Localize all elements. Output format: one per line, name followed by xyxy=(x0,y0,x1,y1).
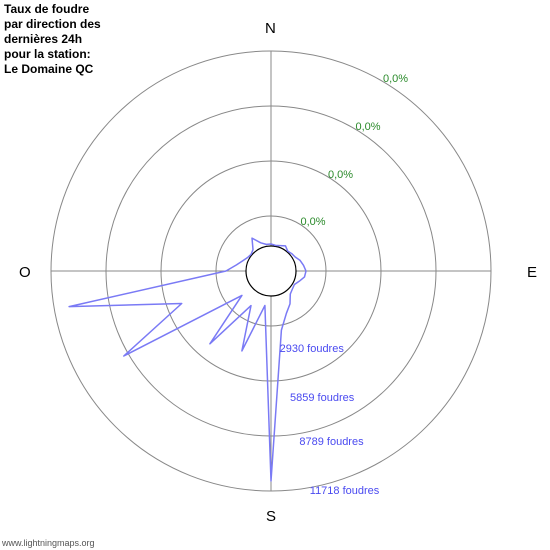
attribution: www.lightningmaps.org xyxy=(2,538,95,548)
chart-title: Taux de foudre par direction des dernièr… xyxy=(4,2,104,77)
pct-ring-label: 0,0% xyxy=(328,169,353,181)
polar-plot xyxy=(0,0,550,550)
pct-ring-label: 0,0% xyxy=(356,121,381,133)
count-ring-label: 8789 foudres xyxy=(299,436,363,448)
count-ring-label: 5859 foudres xyxy=(290,392,354,404)
cardinal-s: S xyxy=(266,508,276,525)
cardinal-o: O xyxy=(19,264,31,281)
count-ring-label: 11718 foudres xyxy=(310,485,380,497)
cardinal-n: N xyxy=(265,20,276,37)
pct-ring-label: 0,0% xyxy=(383,73,408,85)
pct-ring-label: 0,0% xyxy=(301,216,326,228)
cardinal-e: E xyxy=(527,264,537,281)
chart-root: Taux de foudre par direction des dernièr… xyxy=(0,0,550,550)
count-ring-label: 2930 foudres xyxy=(280,343,344,355)
